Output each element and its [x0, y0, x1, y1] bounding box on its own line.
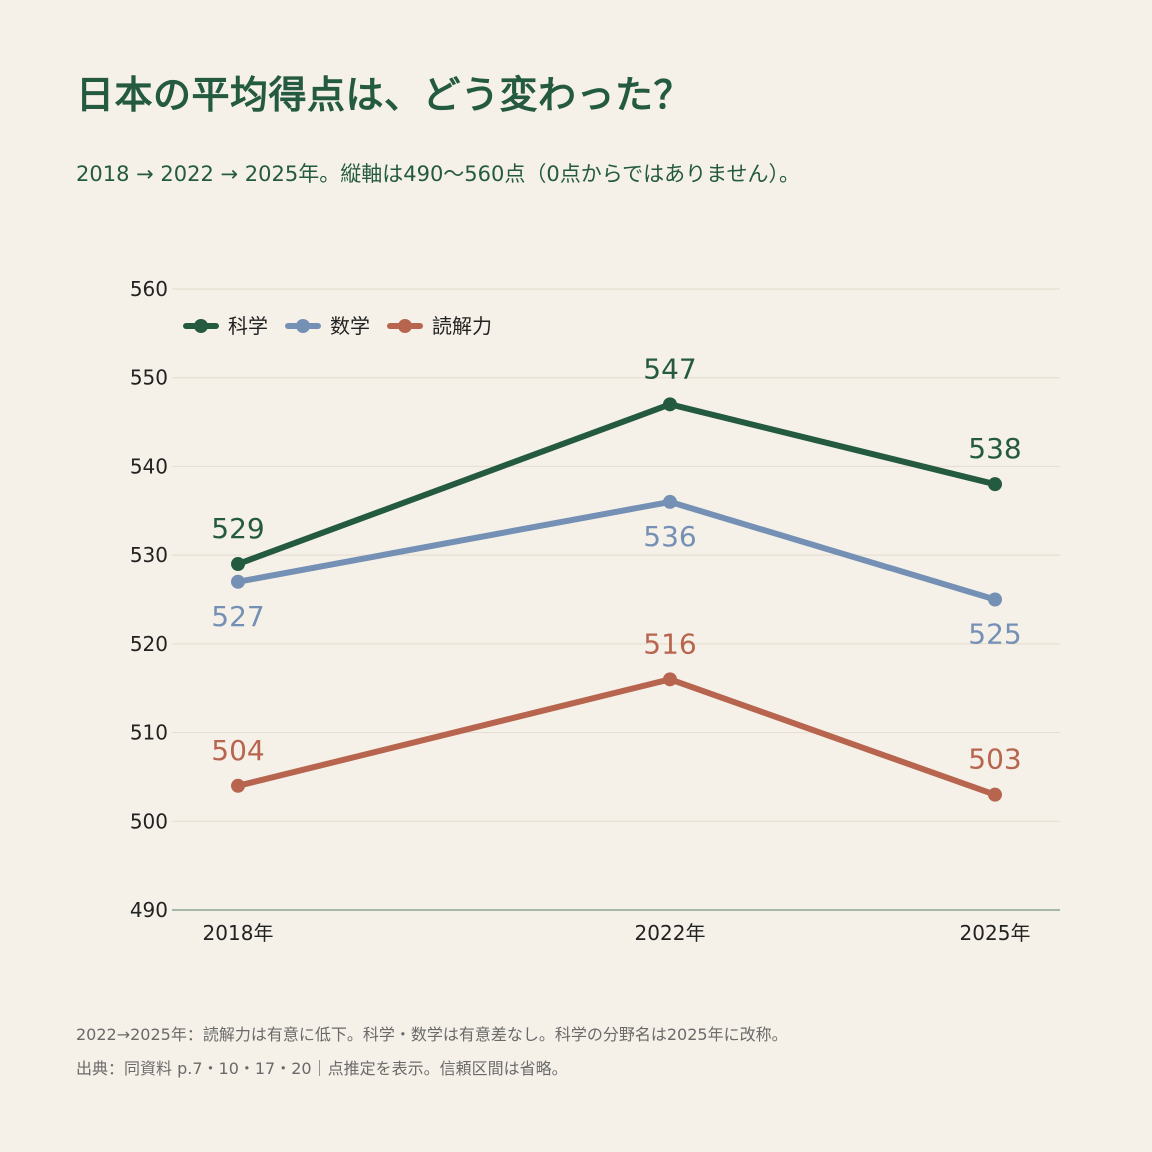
- data-label: 538: [968, 432, 1021, 465]
- data-point: [663, 494, 677, 509]
- y-tick-label: 540: [130, 454, 168, 478]
- data-label: 503: [968, 743, 1021, 776]
- data-label: 504: [211, 734, 264, 767]
- data-point: [988, 592, 1002, 607]
- chart-subtitle: 2018 → 2022 → 2025年。縦軸は490〜560点（0点からではあり…: [76, 162, 800, 186]
- data-point: [231, 778, 245, 793]
- y-tick-label: 550: [130, 366, 168, 390]
- data-label: 547: [643, 352, 696, 385]
- y-tick-label: 530: [130, 543, 168, 567]
- series-line-3: [235, 676, 998, 798]
- data-point: [231, 557, 245, 572]
- data-label: 529: [211, 512, 264, 545]
- data-point: [231, 574, 245, 589]
- data-point: [663, 672, 677, 687]
- legend-label: 数学: [330, 314, 370, 338]
- data-label: 536: [643, 520, 696, 553]
- data-point: [988, 787, 1002, 802]
- y-tick-label: 500: [130, 809, 168, 833]
- legend-swatch-marker: [194, 319, 208, 333]
- legend-label: 科学: [228, 314, 268, 338]
- x-tick-label: 2025年: [960, 921, 1031, 945]
- footer-source: 出典：同資料 p.7・10・17・20｜点推定を表示。信頼区間は省略。: [76, 1059, 568, 1078]
- data-point: [988, 477, 1002, 492]
- chart-title: 日本の平均得点は、どう変わった？: [76, 73, 693, 117]
- x-tick-label: 2018年: [203, 921, 274, 945]
- footer-note: 2022→2025年：読解力は有意に低下。科学・数学は有意差なし。科学の分野名は…: [76, 1025, 788, 1044]
- y-tick-label: 510: [130, 721, 168, 745]
- data-label: 516: [643, 627, 696, 660]
- legend-swatch-marker: [296, 319, 310, 333]
- chart-footer: 2022→2025年：読解力は有意に低下。科学・数学は有意差なし。科学の分野名は…: [76, 1018, 788, 1086]
- data-label: 527: [211, 600, 264, 633]
- y-tick-label: 560: [130, 277, 168, 301]
- legend-swatch-marker: [398, 319, 412, 333]
- data-label: 525: [968, 618, 1021, 651]
- y-tick-label: 520: [130, 632, 168, 656]
- series-line-1: [235, 401, 998, 568]
- x-tick-label: 2022年: [635, 921, 706, 945]
- data-point: [663, 397, 677, 412]
- y-tick-label: 490: [130, 898, 168, 922]
- series-line-2: [235, 498, 998, 603]
- legend-label: 読解力: [432, 314, 492, 338]
